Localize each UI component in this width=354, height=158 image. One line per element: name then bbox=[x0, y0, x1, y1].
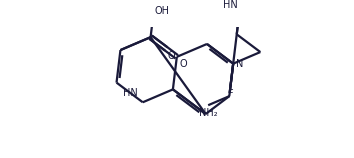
Text: HN: HN bbox=[223, 0, 238, 10]
Text: N: N bbox=[236, 59, 243, 69]
Text: HN: HN bbox=[123, 88, 138, 98]
Text: F: F bbox=[228, 89, 233, 99]
Text: OH: OH bbox=[155, 6, 170, 16]
Text: O: O bbox=[168, 51, 176, 61]
Text: NH₂: NH₂ bbox=[199, 108, 217, 118]
Text: O: O bbox=[179, 59, 187, 69]
